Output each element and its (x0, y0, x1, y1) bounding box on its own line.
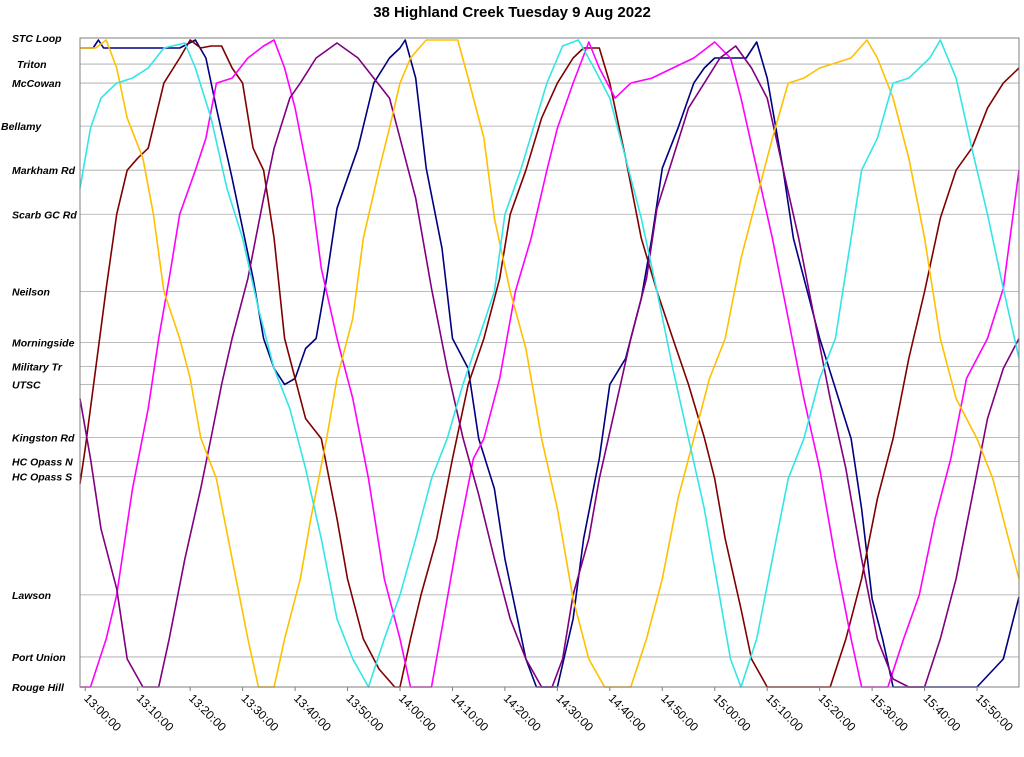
stop-label: Markham Rd (12, 165, 76, 177)
stop-label: UTSC (12, 380, 41, 392)
stop-label: Lawson (12, 590, 51, 602)
time-label: 14:50:00 (658, 691, 701, 734)
series-line-1 (79, 39, 1020, 688)
series-line-3 (79, 42, 1020, 688)
time-label: 13:20:00 (186, 691, 229, 734)
series-lines (79, 39, 1020, 688)
time-label: 14:00:00 (396, 691, 439, 734)
stop-label: Neilson (12, 286, 50, 298)
time-label: 14:30:00 (553, 691, 596, 734)
stop-label: Rouge Hill (12, 682, 65, 694)
time-label: 13:40:00 (291, 691, 334, 734)
time-label: 14:20:00 (501, 691, 544, 734)
stop-label: Kingston Rd (12, 433, 75, 445)
time-labels: 13:00:00 13:10:00 13:20:00 13:30:00 13:40:00… (81, 687, 1016, 734)
series-line-5 (79, 39, 1020, 688)
time-label: 15:20:00 (816, 691, 859, 734)
time-label: 15:50:00 (973, 691, 1016, 734)
time-label: 14:40:00 (606, 691, 649, 734)
time-label: 13:50:00 (343, 691, 386, 734)
time-label: 15:40:00 (920, 691, 963, 734)
stop-label: Scarb GC Rd (12, 209, 77, 221)
stop-label: Triton (17, 59, 47, 71)
stop-label: Bellamy (1, 121, 42, 133)
chart-title: 38 Highland Creek Tuesday 9 Aug 2022 (373, 4, 651, 21)
series-line-4 (80, 39, 1020, 688)
time-label: 13:30:00 (238, 691, 281, 734)
time-label: 15:10:00 (763, 691, 806, 734)
time-label: 14:10:00 (448, 691, 491, 734)
stop-label: Port Union (12, 652, 66, 664)
stop-label: Morningside (12, 337, 75, 349)
time-label: 13:00:00 (81, 691, 124, 734)
stop-labels: STC Loop Triton McCowan Bellamy Markham Rd Sc… (1, 33, 77, 694)
time-label: 15:30:00 (868, 691, 911, 734)
stop-label: HC Opass N (12, 457, 73, 469)
series-line-2 (80, 39, 1020, 688)
stop-label: McCowan (12, 78, 61, 90)
stop-label: HC Opass S (12, 472, 72, 484)
time-label: 13:10:00 (134, 691, 177, 734)
series-line-0 (80, 39, 1020, 688)
stop-label: Military Tr (12, 362, 63, 374)
plot-frame (79, 37, 1020, 688)
time-label: 15:00:00 (711, 691, 754, 734)
stop-label: STC Loop (12, 33, 62, 45)
